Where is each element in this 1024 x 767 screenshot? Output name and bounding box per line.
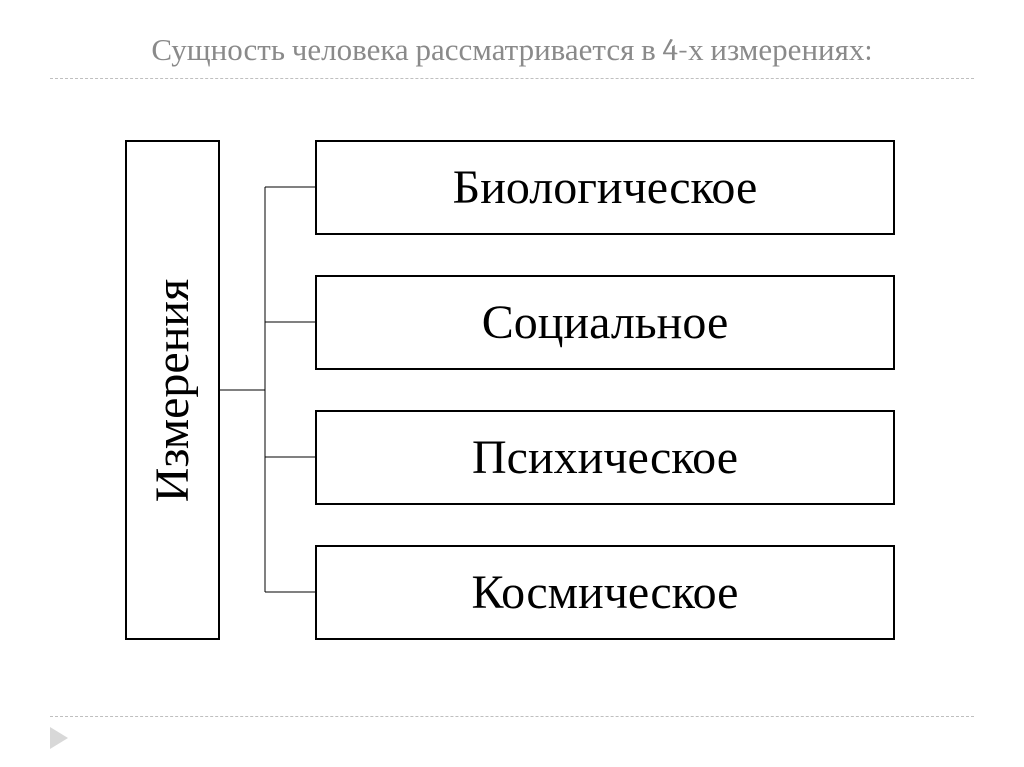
divider-top — [50, 78, 974, 79]
diagram-container: Измерения Биологическое Социальное Психи… — [125, 140, 895, 640]
child-node-1: Биологическое — [315, 140, 895, 235]
root-label: Измерения — [145, 278, 200, 501]
connectors — [220, 140, 315, 640]
child-node-4: Космическое — [315, 545, 895, 640]
child-node-3: Психическое — [315, 410, 895, 505]
arrow-icon — [50, 727, 68, 749]
page-title: Сущность человека рассматривается в 4-х … — [0, 0, 1024, 78]
divider-bottom — [50, 716, 974, 717]
root-node: Измерения — [125, 140, 220, 640]
child-node-2: Социальное — [315, 275, 895, 370]
